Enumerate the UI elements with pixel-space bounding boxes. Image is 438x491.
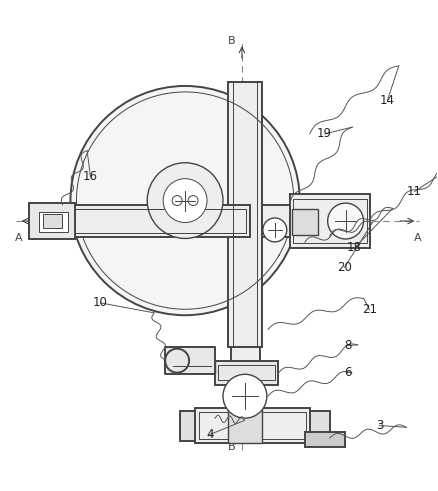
Text: 4: 4 xyxy=(206,428,214,441)
Text: B: B xyxy=(228,442,235,452)
Circle shape xyxy=(172,195,182,206)
Text: B: B xyxy=(228,35,235,46)
Text: 21: 21 xyxy=(362,303,377,317)
Bar xyxy=(293,199,367,243)
Circle shape xyxy=(147,163,223,239)
Bar xyxy=(292,209,318,235)
Bar xyxy=(28,205,250,237)
Circle shape xyxy=(163,179,207,222)
Text: 6: 6 xyxy=(344,366,351,379)
Text: 19: 19 xyxy=(317,127,332,140)
Text: 11: 11 xyxy=(407,185,422,198)
Text: 18: 18 xyxy=(347,241,362,254)
Bar xyxy=(165,347,215,374)
Text: 10: 10 xyxy=(93,297,108,309)
Text: 14: 14 xyxy=(380,94,395,107)
Circle shape xyxy=(263,218,287,242)
Circle shape xyxy=(71,86,300,315)
Bar xyxy=(290,194,370,248)
Bar xyxy=(195,408,310,443)
Bar xyxy=(295,411,330,441)
Text: A: A xyxy=(15,233,22,243)
Circle shape xyxy=(328,203,364,239)
Circle shape xyxy=(188,195,198,206)
Bar xyxy=(228,408,262,443)
Text: A: A xyxy=(413,233,421,243)
Bar xyxy=(28,203,75,239)
Bar xyxy=(32,209,246,234)
Bar xyxy=(180,411,210,441)
Bar xyxy=(262,205,310,237)
Text: 3: 3 xyxy=(376,419,383,432)
Bar xyxy=(305,432,345,447)
Bar xyxy=(218,365,275,380)
Bar xyxy=(231,347,260,365)
Circle shape xyxy=(165,349,189,373)
Text: 20: 20 xyxy=(337,261,352,274)
Bar xyxy=(215,361,278,384)
Bar xyxy=(228,82,262,347)
Text: 8: 8 xyxy=(344,339,351,352)
Bar xyxy=(42,214,63,228)
Text: 16: 16 xyxy=(83,170,98,183)
Bar xyxy=(39,212,68,232)
Circle shape xyxy=(223,374,267,418)
Bar xyxy=(199,412,306,439)
